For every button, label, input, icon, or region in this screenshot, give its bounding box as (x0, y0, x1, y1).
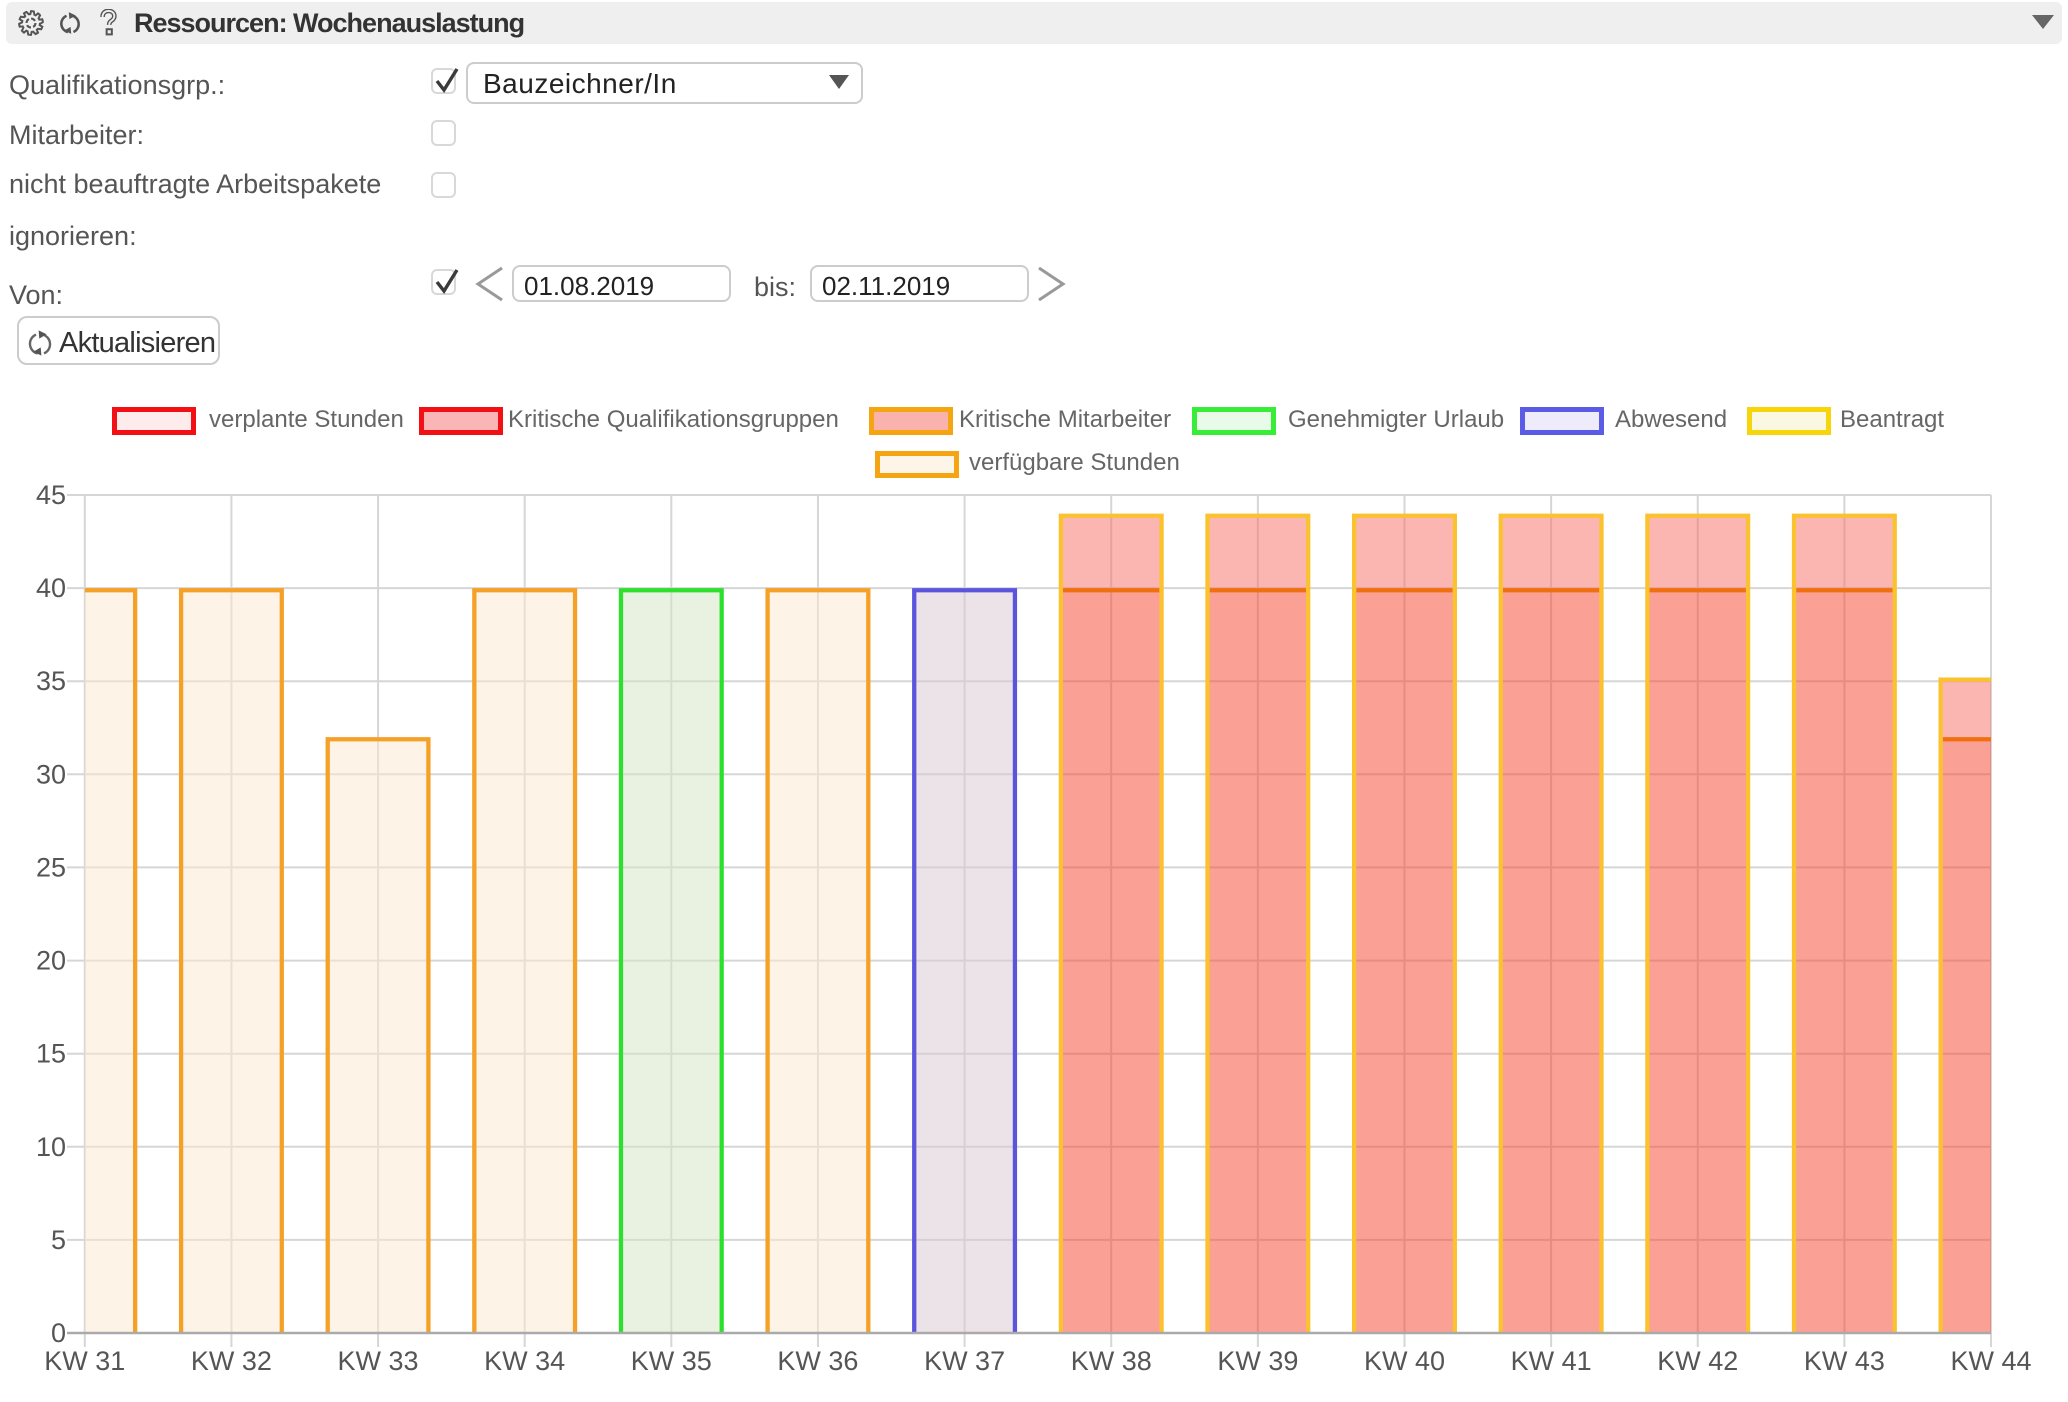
svg-text:KW 43: KW 43 (1804, 1346, 1885, 1376)
svg-text:15: 15 (36, 1039, 66, 1069)
svg-text:45: 45 (36, 480, 66, 510)
svg-text:KW 44: KW 44 (1950, 1346, 2031, 1376)
svg-text:KW 40: KW 40 (1364, 1346, 1445, 1376)
svg-text:KW 35: KW 35 (631, 1346, 712, 1376)
svg-text:KW 36: KW 36 (777, 1346, 858, 1376)
svg-text:35: 35 (36, 666, 66, 696)
svg-text:40: 40 (36, 573, 66, 603)
svg-text:KW 32: KW 32 (191, 1346, 272, 1376)
svg-text:5: 5 (51, 1225, 66, 1255)
svg-text:30: 30 (36, 759, 66, 789)
svg-text:20: 20 (36, 946, 66, 976)
svg-text:KW 41: KW 41 (1511, 1346, 1592, 1376)
svg-text:25: 25 (36, 852, 66, 882)
svg-text:10: 10 (36, 1132, 66, 1162)
svg-text:KW 38: KW 38 (1071, 1346, 1152, 1376)
svg-text:KW 37: KW 37 (924, 1346, 1005, 1376)
svg-text:KW 33: KW 33 (338, 1346, 419, 1376)
svg-text:0: 0 (51, 1318, 66, 1348)
svg-text:KW 39: KW 39 (1217, 1346, 1298, 1376)
svg-text:KW 42: KW 42 (1657, 1346, 1738, 1376)
svg-text:KW 34: KW 34 (484, 1346, 565, 1376)
svg-text:KW 31: KW 31 (44, 1346, 125, 1376)
